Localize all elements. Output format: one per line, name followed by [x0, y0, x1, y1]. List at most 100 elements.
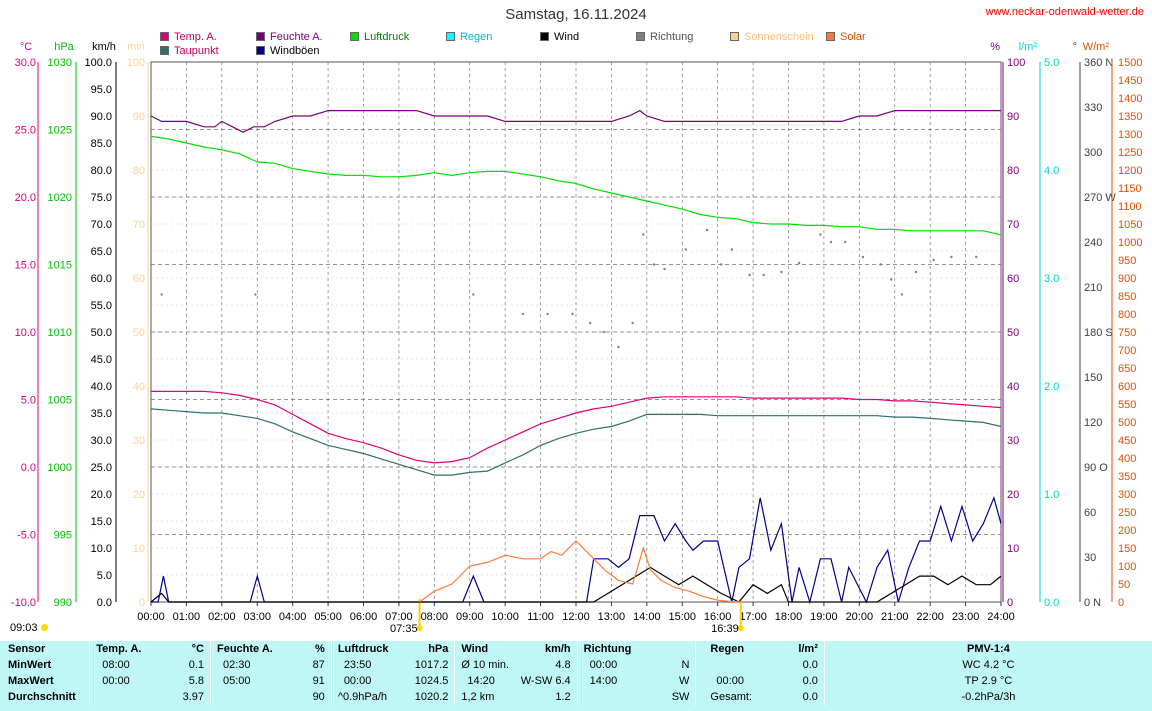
- sun-icon: [416, 625, 423, 631]
- x-tick-label: 14:00: [633, 611, 661, 623]
- sunshine-tick-label: 90: [133, 111, 145, 123]
- weather-chart: 00:00 01:00 02:00 03:00 04:00 05:00 06:00 07:00…: [11, 41, 1143, 635]
- legend-label: Regen: [460, 31, 493, 43]
- solar-tick-label: 1050: [1118, 219, 1142, 231]
- stats-humidity-time: [209, 689, 296, 705]
- x-tick-label: 10:00: [491, 611, 519, 623]
- stats-pressure-time: 00:00: [330, 673, 407, 689]
- direction-tick-label: 180 S: [1084, 327, 1113, 339]
- x-tick-label: 12:00: [562, 611, 590, 623]
- solar-tick-label: 550: [1118, 399, 1136, 411]
- solar-tick-label: 0: [1118, 597, 1124, 609]
- stats-temp-value: 5.8: [188, 675, 204, 687]
- direction-point: [780, 270, 783, 274]
- x-tick-label: 24:00: [987, 611, 1015, 623]
- solar-tick-label: 650: [1118, 363, 1136, 375]
- pressure-unit: hPa: [54, 41, 74, 53]
- x-tick-label: 05:00: [314, 611, 342, 623]
- direction-point: [521, 312, 525, 316]
- stats-direction-value: W: [679, 675, 690, 687]
- legend-item: Windböen: [256, 45, 320, 57]
- x-tick-label: 02:00: [208, 611, 236, 623]
- x-tick-label: 06:00: [350, 611, 378, 623]
- sunshine-tick-label: 10: [133, 543, 145, 555]
- direction-tick-label: 210: [1084, 282, 1102, 294]
- stats-pmv-value: -0.2hPa/3h: [823, 689, 1152, 705]
- x-tick-label: 01:00: [173, 611, 201, 623]
- temp-tick-label: 25.0: [15, 125, 36, 137]
- x-tick-label: 08:00: [421, 611, 449, 623]
- stats-pressure-value: 1017.2: [414, 659, 449, 671]
- x-tick-label: 19:00: [810, 611, 838, 623]
- temp-tick-label: 5.0: [21, 395, 36, 407]
- stats-head-temp-unit: °C: [191, 643, 204, 655]
- temp-tick-label: -5.0: [17, 530, 36, 542]
- x-tick-label: 04:00: [279, 611, 307, 623]
- direction-point: [932, 258, 935, 262]
- direction-tick-label: 330: [1084, 102, 1102, 114]
- series-line-temp-a-: [151, 390, 1002, 464]
- direction-point: [603, 330, 606, 334]
- direction-point: [861, 255, 865, 259]
- series-line-feuchte-a-: [150, 109, 1001, 133]
- humidity-unit: %: [990, 41, 1000, 53]
- x-tick-label: 23:00: [952, 611, 980, 623]
- pressure-tick-label: 1025: [48, 125, 72, 137]
- stats-humidity-time: 02:30: [209, 657, 296, 673]
- x-tick-label: 09:00: [456, 611, 484, 623]
- stats-temp-time: 00:00: [89, 673, 175, 689]
- sun-icon: [40, 624, 48, 631]
- direction-point: [617, 345, 620, 349]
- legend-item: Temp. A.: [160, 31, 217, 43]
- stats-row-label: Durchschnitt: [8, 691, 76, 703]
- stats-temp-time: [89, 689, 175, 705]
- legend-swatch: [540, 32, 549, 41]
- pressure-tick-label: 1020: [48, 192, 72, 204]
- update-time: 09:03: [10, 622, 38, 634]
- site-link[interactable]: www.neckar-odenwald-wetter.de: [985, 6, 1144, 18]
- sunshine-tick-label: 70: [133, 219, 145, 231]
- pressure-tick-label: 1015: [48, 260, 72, 272]
- solar-tick-label: 450: [1118, 435, 1136, 447]
- solar-tick-label: 100: [1118, 561, 1136, 573]
- direction-point: [720, 263, 723, 266]
- wind-tick-label: 95.0: [91, 84, 112, 96]
- legend-item: Taupunkt: [160, 45, 219, 57]
- stats-wind-value: 1.2: [555, 691, 571, 703]
- direction-point: [730, 248, 734, 251]
- stats-direction-time: [576, 689, 662, 705]
- sunshine-tick-label: 60: [133, 273, 145, 285]
- wind-tick-label: 60.0: [91, 273, 112, 285]
- solar-tick-label: 1150: [1118, 183, 1142, 195]
- temp-tick-label: 20.0: [15, 192, 36, 204]
- stats-head-pressure: Luftdruck: [330, 641, 407, 657]
- direction-unit: °: [1073, 41, 1077, 53]
- direction-point: [631, 321, 634, 325]
- direction-point: [652, 263, 656, 266]
- wind-tick-label: 70.0: [91, 219, 112, 231]
- direction-point: [975, 255, 978, 259]
- stats-head-pressure-unit: hPa: [428, 643, 449, 655]
- stats-head-sensor: Sensor: [8, 643, 46, 655]
- wind-tick-label: 100.0: [84, 57, 112, 69]
- stats-head-humidity: Feuchte A.: [209, 641, 296, 657]
- sunrise-label: 07:35: [390, 623, 418, 635]
- pressure-tick-label: 995: [54, 530, 72, 542]
- stats-rain-value: 0.0: [802, 659, 818, 671]
- x-tick-label: 20:00: [846, 611, 874, 623]
- stats-pressure-time: ^0.9hPa/h: [330, 689, 407, 705]
- series-line-windb-en: [151, 495, 1002, 605]
- temp-tick-label: 15.0: [15, 260, 36, 272]
- sunshine-tick-label: 0: [139, 597, 145, 609]
- x-tick-label: 22:00: [916, 611, 944, 623]
- direction-tick-label: 270 W: [1084, 192, 1116, 204]
- wind-tick-label: 30.0: [91, 435, 112, 447]
- direction-tick-label: 240: [1084, 237, 1102, 249]
- x-tick-label: 11:00: [527, 611, 554, 623]
- legend-item: Richtung: [636, 31, 693, 43]
- direction-point: [762, 273, 765, 277]
- sunshine-tick-label: 30: [133, 435, 145, 447]
- humidity-tick-label: 10: [1007, 543, 1019, 555]
- x-tick-label: 03:00: [243, 611, 271, 623]
- direction-tick-label: 90 O: [1084, 462, 1108, 474]
